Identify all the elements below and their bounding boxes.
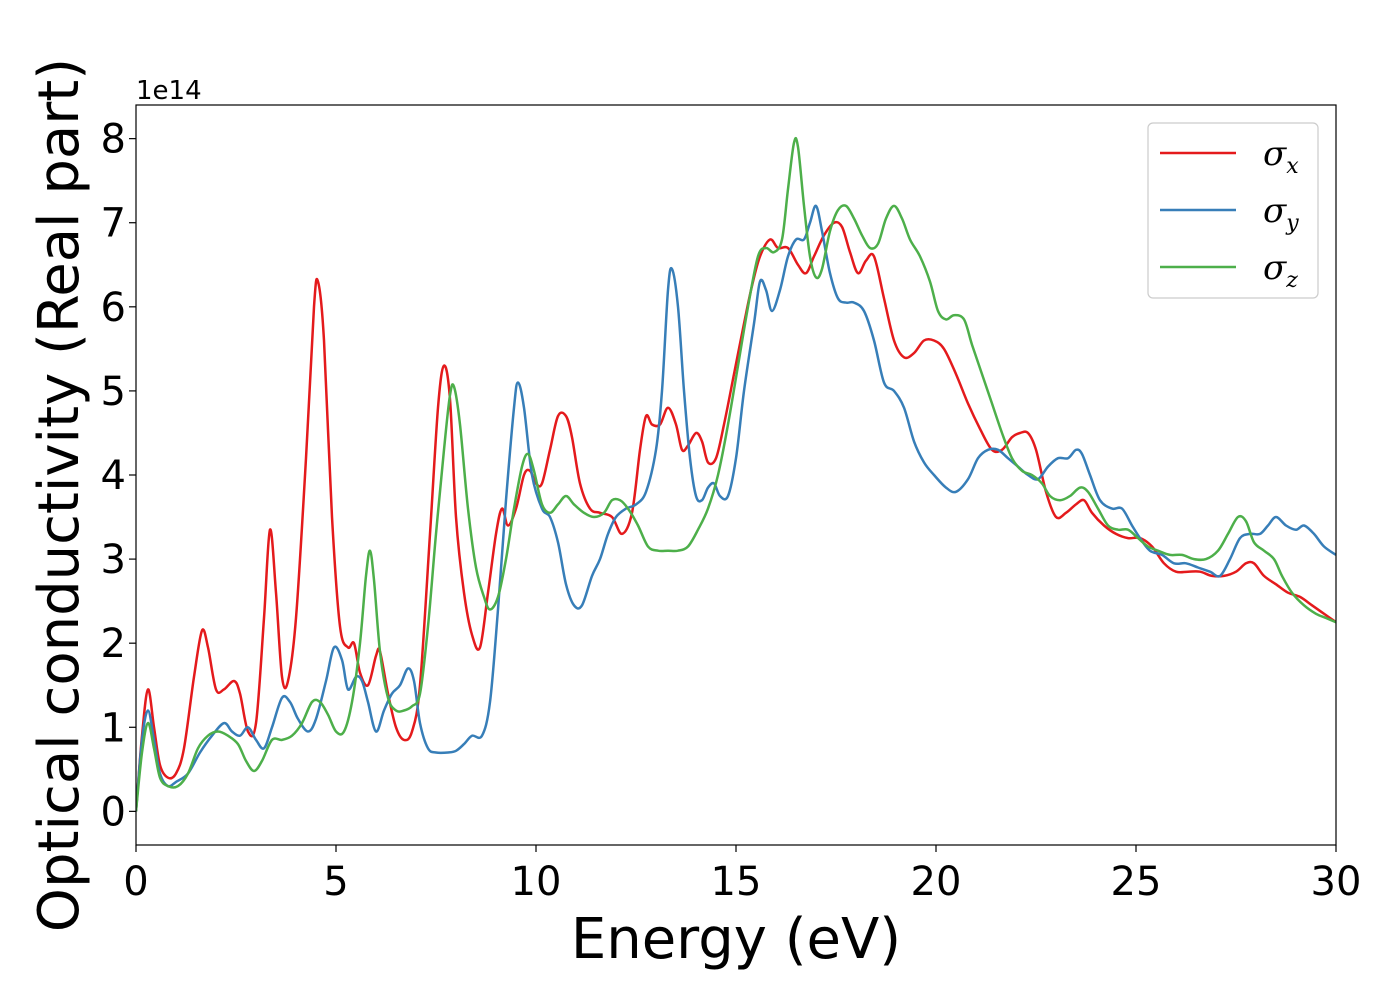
x-tick-label: 5 bbox=[323, 859, 348, 905]
y-offset-text: 1e14 bbox=[136, 76, 202, 106]
y-axis: 0 1 2 3 4 5 6 7 8 bbox=[101, 117, 136, 835]
series-layer bbox=[136, 137, 1336, 812]
x-tick-label: 25 bbox=[1111, 859, 1162, 905]
series-line-z bbox=[136, 137, 1336, 812]
x-tick-label: 10 bbox=[511, 859, 562, 905]
series-line-x bbox=[136, 220, 1336, 812]
y-tick-label: 6 bbox=[101, 285, 126, 331]
y-tick-label: 5 bbox=[101, 369, 126, 415]
x-tick-label: 0 bbox=[123, 859, 148, 905]
x-tick-label: 30 bbox=[1311, 859, 1362, 905]
x-axis-title: Energy (eV) bbox=[571, 907, 901, 972]
y-tick-label: 8 bbox=[101, 117, 126, 163]
x-axis: 0 5 10 15 20 25 30 bbox=[123, 845, 1361, 905]
y-tick-label: 3 bbox=[101, 537, 126, 583]
series-line-y bbox=[136, 204, 1336, 812]
y-tick-label: 4 bbox=[101, 453, 126, 499]
legend: σx σy σz bbox=[1147, 122, 1319, 299]
y-tick-label: 0 bbox=[101, 789, 126, 835]
y-tick-label: 7 bbox=[101, 201, 126, 247]
legend-label-z: σz bbox=[1263, 248, 1298, 293]
x-tick-label: 20 bbox=[911, 859, 962, 905]
y-axis-title: Optical conductivity (Real part) bbox=[27, 58, 92, 932]
legend-label-y: σy bbox=[1263, 191, 1299, 236]
legend-label-x: σx bbox=[1263, 134, 1299, 179]
y-tick-label: 2 bbox=[101, 621, 126, 667]
y-tick-label: 1 bbox=[101, 705, 126, 751]
x-tick-label: 15 bbox=[711, 859, 762, 905]
